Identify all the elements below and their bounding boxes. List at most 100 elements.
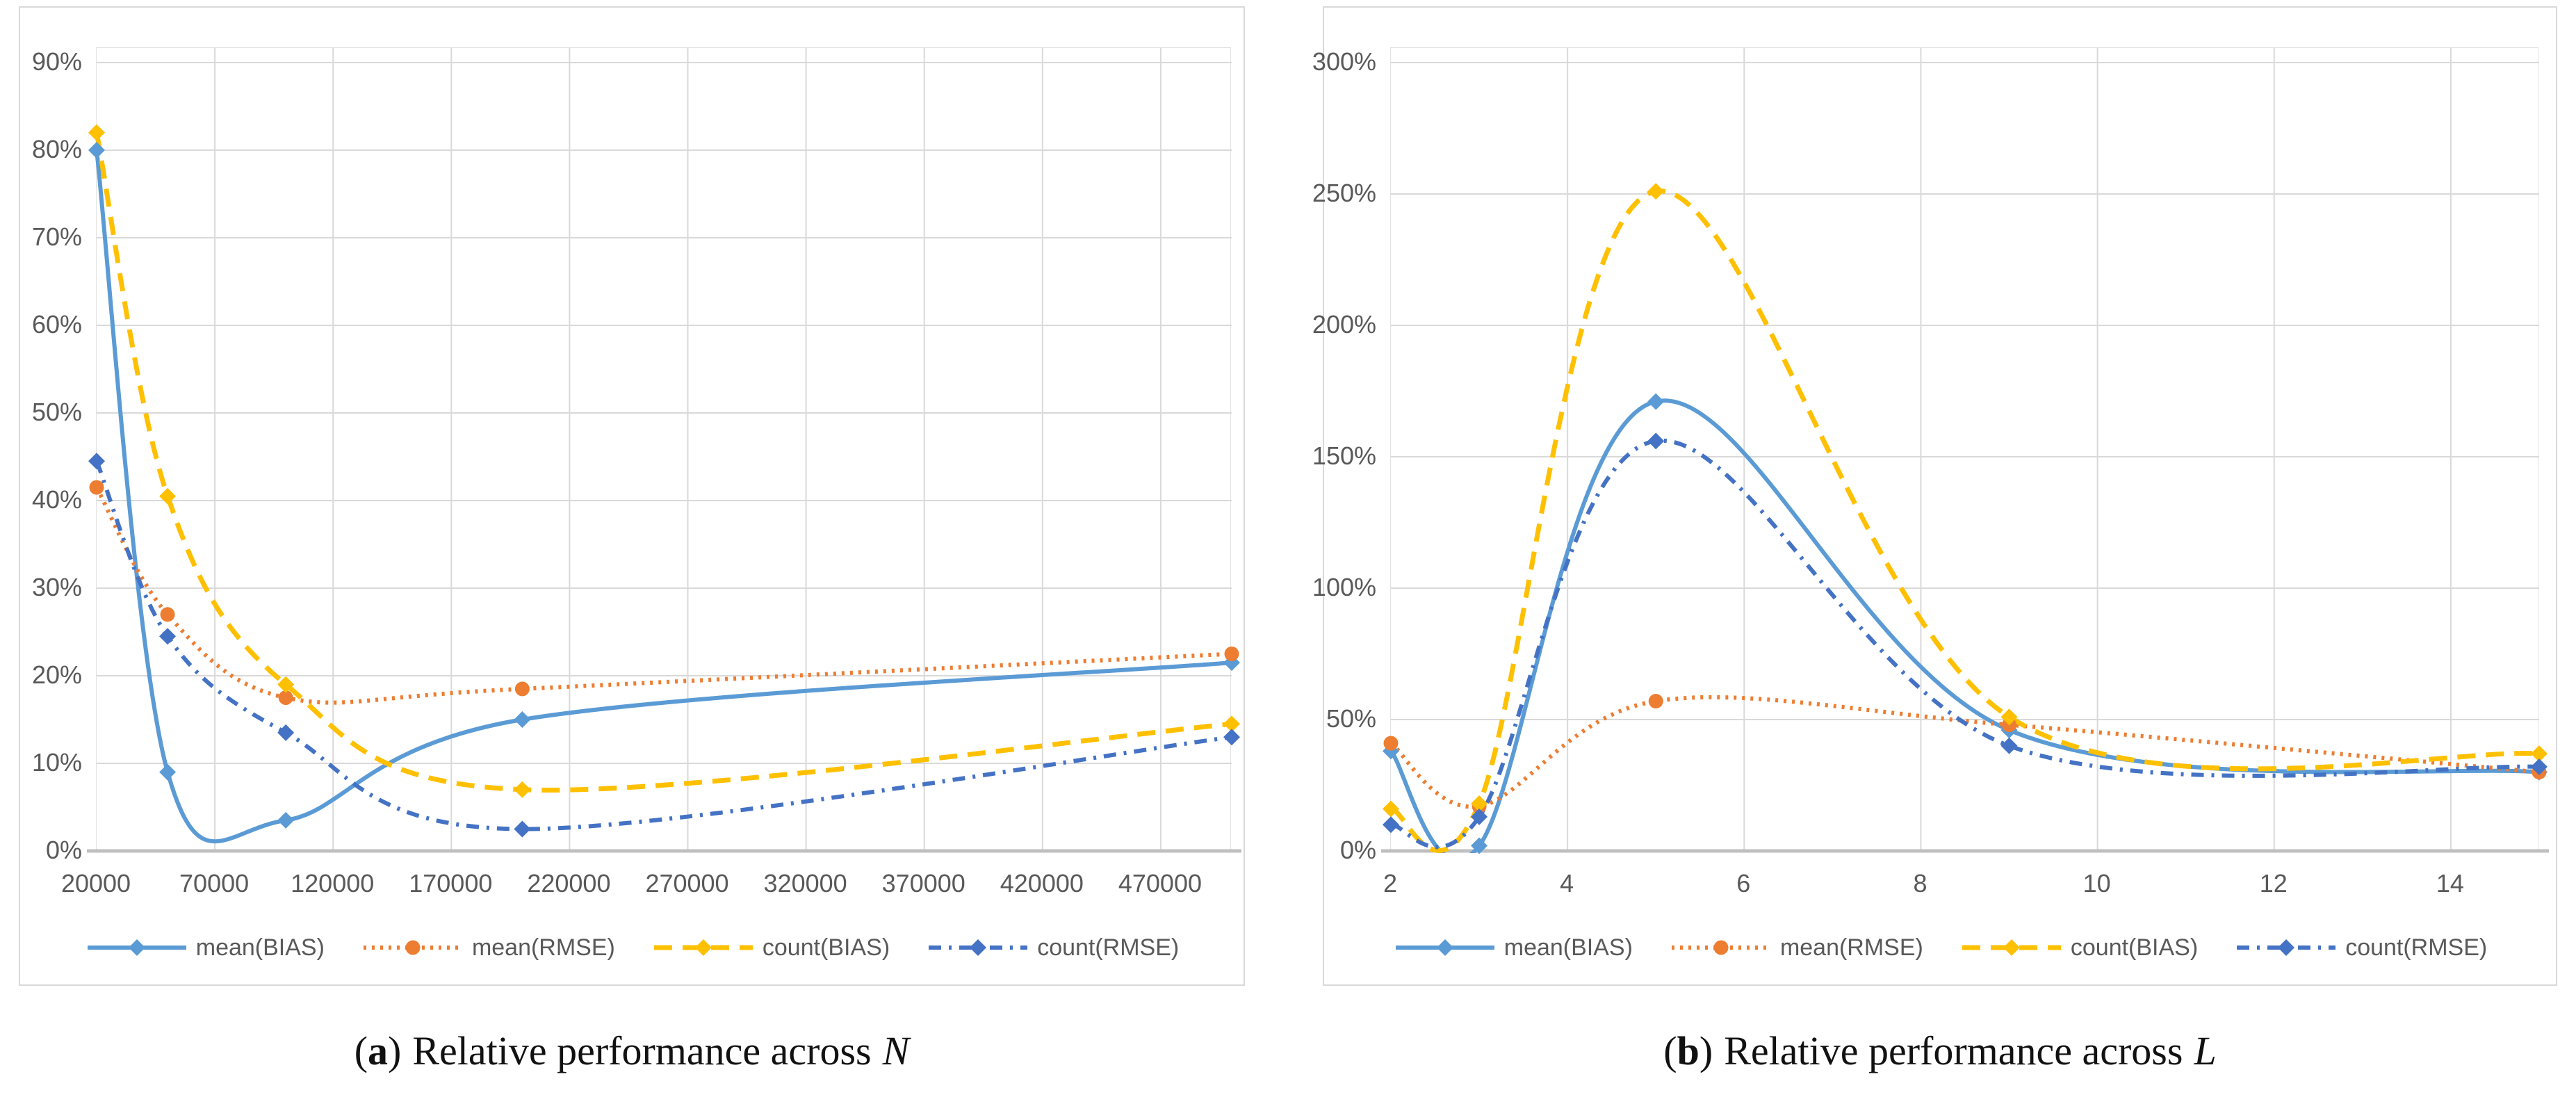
y-axis-tick-label: 50% [31, 398, 82, 426]
legend-label: count(BIAS) [762, 934, 890, 961]
legend-label: mean(RMSE) [471, 934, 615, 961]
legend-marker-count-bias-icon [653, 939, 753, 956]
x-axis-tick-label: 12 [2259, 869, 2288, 898]
data-point-mean-bias-a [88, 142, 105, 159]
chart-canvas-b [1381, 48, 2549, 854]
data-point-count-rmse-b [1471, 808, 1488, 825]
y-axis-tick-label: 0% [45, 836, 82, 864]
x-axis-tick-label: 6 [1736, 869, 1751, 898]
legend-label: mean(BIAS) [195, 934, 325, 961]
data-point-mean-rmse-a [1224, 647, 1239, 661]
caption-b-variable: L [2194, 1028, 2217, 1073]
caption-a-index: a [368, 1028, 389, 1073]
x-axis-tick-label: 20000 [60, 869, 131, 898]
legend-label: mean(RMSE) [1779, 934, 1923, 961]
y-axis-tick-label: 150% [1312, 441, 1376, 470]
x-axis-tick-label: 220000 [527, 869, 611, 898]
data-point-mean-rmse-a [514, 681, 530, 697]
data-point-mean-bias-a [514, 711, 531, 728]
chart-panel-b: 0% 50% 100% 150% 200% 250% 300% 2 4 6 8 10 12 14 mean(… [1312, 6, 2557, 986]
chart-panel-a: 0% 10% 20% 30% 40% 50% 60% 70% 80% 90% 20000 70000 1… [19, 6, 1245, 986]
data-point-count-rmse-b [2000, 737, 2018, 754]
y-axis-tick-label: 50% [1326, 704, 1376, 733]
legend-a: mean(BIAS) mean(RMSE) count(BIAS) count(RMS… [20, 927, 1244, 968]
caption-b-close-paren: ) [1699, 1028, 1713, 1073]
series-line-count-bias-a [94, 132, 1232, 793]
x-axis-tick-label: 14 [2436, 869, 2464, 898]
legend-label: count(BIAS) [2070, 934, 2199, 961]
plot-area-a [87, 47, 1241, 853]
legend-label: mean(BIAS) [1503, 934, 1633, 961]
data-point-mean-rmse-a [278, 690, 293, 705]
data-point-count-bias-a [514, 781, 531, 798]
data-point-mean-rmse-a [89, 480, 104, 495]
series-line-mean-bias-a [95, 149, 1232, 844]
caption-b: (b) Relative performance across L [1323, 1016, 2557, 1093]
legend-item-mean-rmse: mean(RMSE) [361, 934, 615, 961]
caption-b-index: b [1677, 1028, 1699, 1073]
x-axis-tick-label: 420000 [1000, 869, 1084, 898]
legend-item-count-rmse: count(RMSE) [926, 934, 1179, 961]
x-axis-tick-label: 270000 [645, 869, 729, 898]
data-point-mean-bias-a [159, 763, 177, 781]
data-point-count-rmse-a [88, 453, 105, 470]
x-axis-tick-label: 10 [2082, 869, 2111, 898]
y-axis-tick-label: 80% [31, 135, 82, 163]
y-axis-tick-label: 200% [1312, 310, 1376, 339]
caption-b-open-paren: ( [1663, 1028, 1677, 1073]
legend-marker-mean-rmse-icon [1671, 940, 1770, 955]
y-axis-tick-label: 0% [1339, 836, 1376, 864]
plot-area-b [1381, 47, 2549, 854]
data-point-count-rmse-a [1223, 729, 1240, 746]
legend-marker-mean-bias-icon [1395, 939, 1494, 956]
legend-b: mean(BIAS) mean(RMSE) count(BIAS) count(RMS… [1324, 927, 2556, 968]
y-axis-tick-label: 90% [31, 47, 82, 76]
data-point-mean-rmse-a [160, 607, 175, 622]
y-axis-tick-label: 40% [31, 485, 82, 514]
data-point-count-rmse-a [159, 628, 177, 645]
series-line-mean-rmse-a [95, 486, 1232, 705]
data-point-count-bias-b [2531, 745, 2548, 763]
data-point-count-bias-a [159, 487, 177, 505]
y-axis-tick-label: 10% [31, 748, 82, 777]
data-point-count-bias-a [277, 676, 295, 693]
series-line-mean-rmse-b [1389, 695, 2540, 809]
y-axis-tick-label: 30% [31, 573, 82, 601]
data-point-count-rmse-b [1647, 432, 1665, 450]
data-point-mean-bias-a [277, 811, 295, 829]
x-axis-tick-label: 120000 [291, 869, 375, 898]
x-axis-tick-label: 370000 [881, 869, 965, 898]
x-axis-tick-label: 4 [1560, 869, 1574, 898]
legend-marker-mean-rmse-icon [363, 940, 462, 955]
legend-item-mean-rmse: mean(RMSE) [1669, 934, 1923, 961]
data-point-count-bias-b [1471, 795, 1488, 812]
caption-a: (a) Relative performance across N [19, 1016, 1245, 1093]
series-line-count-rmse-a [95, 460, 1232, 831]
series-line-count-bias-b [1390, 188, 2540, 853]
caption-a-text: Relative performance across [412, 1028, 872, 1073]
data-point-count-rmse-b [2531, 758, 2548, 776]
legend-item-count-bias: count(BIAS) [1959, 934, 2198, 961]
legend-item-count-bias: count(BIAS) [651, 934, 890, 961]
y-axis-tick-label: 60% [31, 310, 82, 339]
data-point-mean-bias-b [1647, 393, 1665, 410]
legend-label: count(RMSE) [1037, 934, 1180, 961]
x-axis-tick-label: 8 [1913, 869, 1927, 898]
legend-marker-mean-bias-icon [87, 939, 186, 956]
legend-marker-count-bias-icon [1962, 939, 2061, 956]
chart-canvas-a [87, 48, 1241, 853]
x-axis-tick-label: 2 [1383, 869, 1398, 898]
x-axis-tick-label: 170000 [409, 869, 493, 898]
data-point-mean-rmse-b [1648, 694, 1663, 709]
y-axis-tick-label: 300% [1312, 47, 1376, 76]
y-axis-tick-label: 100% [1312, 573, 1376, 601]
y-axis-tick-label: 20% [31, 660, 82, 689]
legend-marker-count-rmse-icon [2237, 939, 2336, 956]
data-point-count-bias-a [88, 124, 105, 141]
data-point-count-rmse-b [1383, 816, 1399, 834]
x-axis-tick-label: 70000 [179, 869, 250, 898]
data-point-count-bias-b [2000, 708, 2018, 726]
legend-marker-count-rmse-icon [929, 939, 1028, 956]
caption-a-variable: N [882, 1028, 910, 1073]
caption-a-close-paren: ) [388, 1028, 402, 1073]
